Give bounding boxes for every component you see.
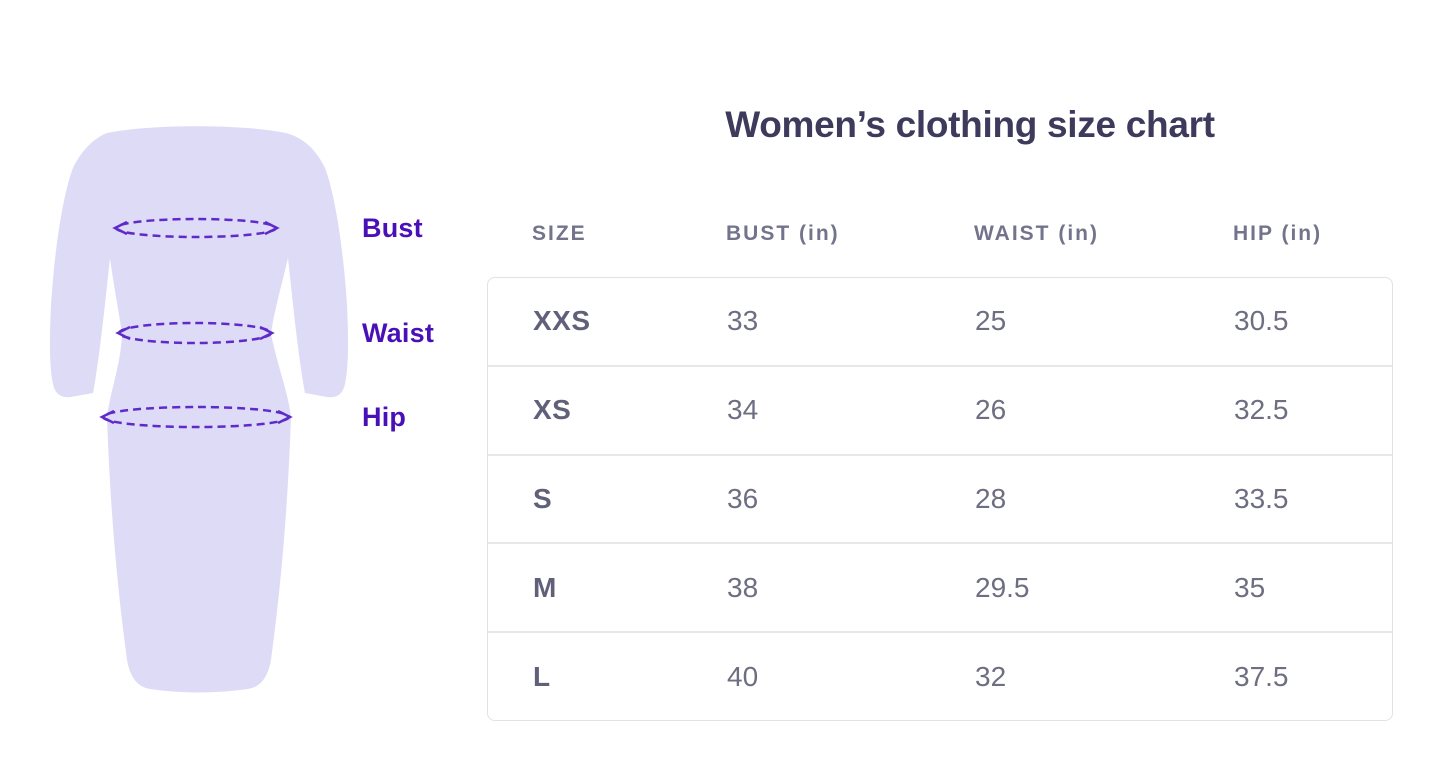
size-table: XXS 33 25 30.5 XS 34 26 32.5 S 36 28 33.… (487, 277, 1393, 721)
table-row: XS 34 26 32.5 (488, 364, 1392, 454)
waist-label: Waist (362, 318, 435, 348)
column-header-size: SIZE (532, 222, 587, 245)
waist-value: 26 (975, 394, 1007, 426)
dress-silhouette (49, 126, 349, 693)
size-value: XXS (533, 305, 591, 337)
table-row: M 38 29.5 35 (488, 542, 1392, 631)
waist-arrow-right (259, 325, 275, 341)
waist-measure-line (115, 321, 275, 345)
waist-value: 28 (975, 482, 1007, 514)
bust-measure-line (112, 217, 280, 239)
table-row: S 36 28 33.5 (488, 453, 1392, 543)
size-value: M (533, 571, 557, 603)
bust-value: 36 (727, 482, 759, 514)
table-row: XXS 33 25 30.5 (488, 278, 1392, 365)
hip-label: Hip (362, 402, 407, 432)
bust-arrow-right (264, 220, 280, 236)
bust-value: 38 (727, 571, 759, 603)
column-header-hip: HIP (in) (1233, 222, 1323, 245)
hip-value: 32.5 (1234, 394, 1289, 426)
size-value: XS (533, 394, 572, 426)
column-header-waist: WAIST (in) (974, 222, 1099, 245)
waist-value: 32 (975, 660, 1007, 692)
waist-value: 29.5 (975, 571, 1030, 603)
column-header-bust: BUST (in) (726, 222, 840, 245)
waist-value: 25 (975, 305, 1007, 337)
size-value: S (533, 482, 553, 514)
waist-arrow-left (115, 325, 131, 341)
hip-arrow-left (99, 409, 115, 425)
bust-value: 33 (727, 305, 759, 337)
table-row: L 40 32 37.5 (488, 631, 1392, 720)
page-title: Women’s clothing size chart (725, 104, 1215, 145)
hip-value: 30.5 (1234, 305, 1289, 337)
bust-value: 34 (727, 394, 759, 426)
bust-value: 40 (727, 660, 759, 692)
dress-illustration (49, 126, 349, 693)
table-header-row: SIZE BUST (in) WAIST (in) HIP (in) (487, 219, 1393, 249)
hip-measure-line (99, 405, 293, 429)
hip-value: 33.5 (1234, 482, 1289, 514)
bust-arrow-left (112, 220, 128, 236)
bust-label: Bust (362, 213, 423, 243)
hip-value: 37.5 (1234, 660, 1289, 692)
size-value: L (533, 660, 551, 692)
hip-value: 35 (1234, 571, 1266, 603)
hip-arrow-right (277, 409, 293, 425)
